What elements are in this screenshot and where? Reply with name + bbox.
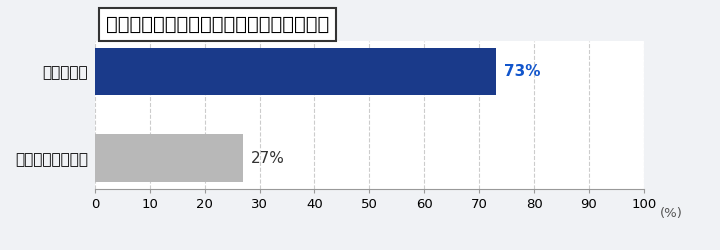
Text: 73%: 73% [504, 64, 540, 79]
Text: (%): (%) [660, 207, 683, 220]
Bar [95, 48, 495, 95]
Text: 27%: 27% [251, 150, 285, 166]
Text: 申込時点でみずほ銀行口座は持っていたか: 申込時点でみずほ銀行口座は持っていたか [106, 15, 329, 34]
Bar [95, 134, 243, 182]
